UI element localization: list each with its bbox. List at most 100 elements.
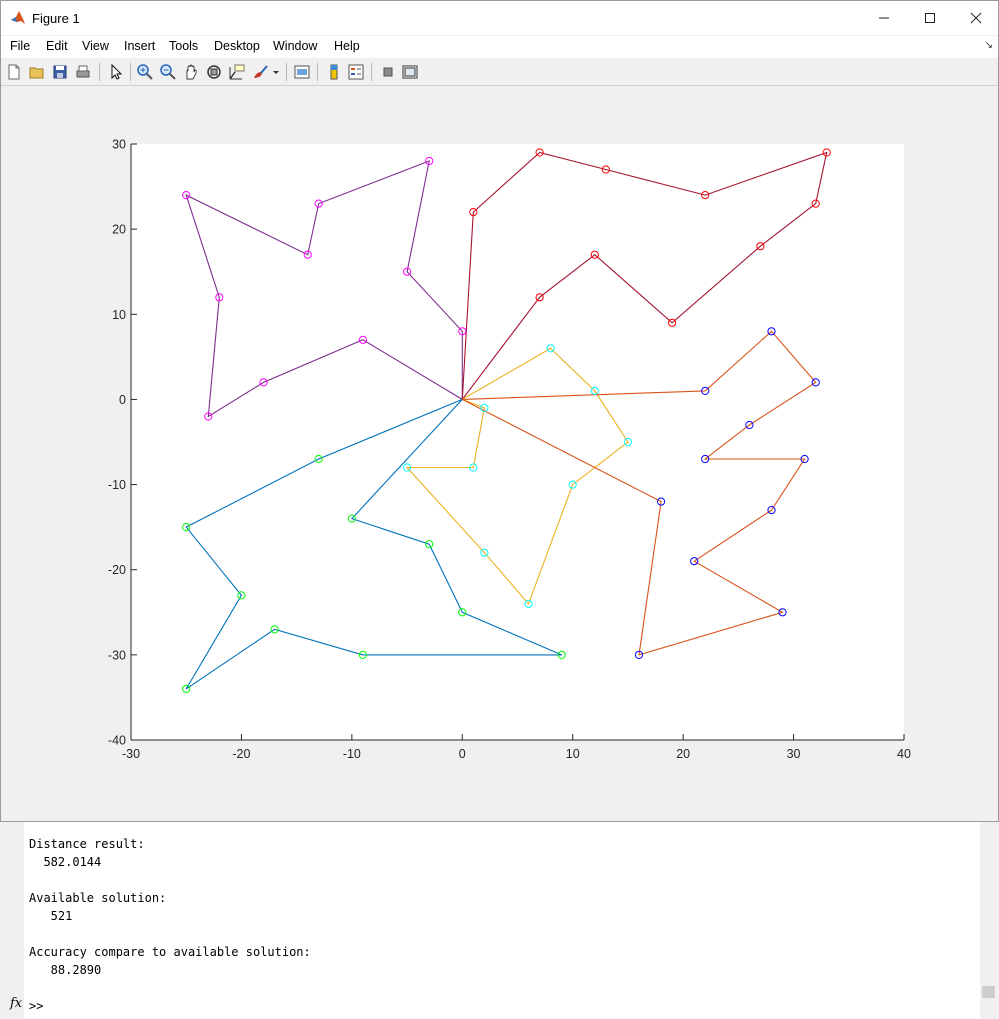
city-marker [358, 335, 367, 344]
city-marker [270, 625, 279, 634]
x-tick-label: 30 [787, 747, 801, 761]
command-window-output [24, 822, 980, 1019]
command-window-scrollbar[interactable] [980, 822, 997, 1019]
minimize-button[interactable] [861, 5, 907, 31]
zoom-out-icon[interactable] [159, 63, 177, 81]
city-marker [756, 242, 765, 251]
city-marker [657, 497, 666, 506]
city-marker [259, 378, 268, 387]
show-plot-tools-icon[interactable] [401, 63, 419, 81]
city-marker [778, 608, 787, 617]
y-tick-label: 10 [112, 308, 126, 322]
city-marker [701, 386, 710, 395]
city-marker [347, 514, 356, 523]
y-tick-label: -10 [108, 478, 126, 492]
x-tick-label: 0 [459, 747, 466, 761]
save-icon[interactable] [51, 63, 69, 81]
y-tick-label: 20 [112, 223, 126, 237]
menu-desktop[interactable]: Desktop [214, 39, 260, 53]
city-marker [358, 650, 367, 660]
title-bar: Figure 1 [1, 1, 998, 35]
y-tick-label: 0 [119, 393, 126, 407]
city-marker [701, 191, 710, 200]
city-marker [535, 293, 544, 302]
menu-help[interactable]: Help [334, 39, 360, 53]
figure-toolbar [1, 59, 998, 86]
city-marker [811, 199, 820, 208]
city-marker [811, 378, 820, 387]
city-marker [590, 250, 599, 259]
output-distance-label: Distance result: [29, 837, 145, 851]
toolbar-separator [130, 63, 131, 81]
figure-window: Figure 1 File Edit View Insert Tools Des… [0, 0, 999, 822]
maximize-icon [925, 13, 935, 23]
city-marker [546, 344, 555, 353]
matlab-logo-icon [11, 11, 25, 24]
output-distance-value: 582.0144 [29, 855, 102, 869]
rotate-3d-icon[interactable] [205, 63, 223, 81]
zoom-in-icon[interactable] [136, 63, 154, 81]
output-available-value: 521 [29, 909, 73, 923]
menu-tools[interactable]: Tools [169, 39, 199, 53]
close-button[interactable] [953, 5, 999, 31]
x-tick-label: -20 [232, 747, 250, 761]
new-figure-icon[interactable] [5, 63, 23, 81]
legend-icon[interactable] [347, 63, 365, 81]
route-line-3 [405, 347, 629, 605]
maximize-button[interactable] [907, 5, 953, 31]
city-marker [557, 650, 566, 660]
window-title: Figure 1 [32, 11, 80, 26]
dock-arrow-icon[interactable]: ↘ [984, 40, 993, 51]
city-marker [524, 599, 533, 608]
city-marker [590, 386, 599, 395]
pointer-icon[interactable] [107, 63, 125, 81]
y-tick-label: 30 [112, 138, 126, 152]
city-marker [822, 148, 831, 157]
data-cursor-icon[interactable] [228, 63, 246, 81]
city-marker [403, 267, 412, 276]
city-marker [403, 463, 412, 472]
menu-window[interactable]: Window [273, 39, 318, 53]
city-marker [469, 463, 478, 472]
link-plot-icon[interactable] [293, 63, 311, 81]
menu-bar: File Edit View Insert Tools Desktop Wind… [1, 36, 998, 58]
city-marker [458, 327, 467, 336]
menu-edit[interactable]: Edit [46, 39, 68, 53]
city-marker [601, 165, 610, 174]
function-browser-icon[interactable]: fx [10, 996, 23, 1011]
pan-icon[interactable] [182, 63, 200, 81]
city-marker [303, 250, 312, 259]
city-marker [690, 557, 699, 566]
chevron-down-icon[interactable] [271, 63, 281, 81]
city-marker [800, 454, 809, 464]
axes-background [131, 144, 904, 740]
output-available-label: Available solution: [29, 891, 167, 905]
scrollbar-thumb[interactable] [982, 986, 995, 998]
city-marker [425, 540, 434, 549]
y-tick-label: -40 [108, 734, 126, 748]
menu-view[interactable]: View [82, 39, 109, 53]
toolbar-separator [99, 63, 100, 81]
city-marker [535, 148, 544, 157]
colorbar-icon[interactable] [325, 63, 343, 81]
brush-icon[interactable] [251, 63, 269, 81]
close-icon [970, 12, 982, 24]
city-marker [215, 293, 224, 302]
city-marker [767, 327, 776, 336]
print-icon[interactable] [74, 63, 92, 81]
city-marker [314, 454, 323, 464]
output-accuracy-value: 88.2890 [29, 963, 102, 977]
city-marker [182, 523, 191, 532]
city-marker [668, 318, 677, 327]
menu-file[interactable]: File [10, 39, 31, 53]
toolbar-separator [371, 63, 372, 81]
menu-insert[interactable]: Insert [124, 39, 156, 53]
command-prompt-input[interactable]: >> [29, 999, 44, 1013]
city-marker [568, 480, 577, 489]
route-line-4 [462, 330, 817, 656]
city-marker [182, 684, 191, 694]
hide-plot-tools-icon[interactable] [379, 63, 397, 81]
open-file-icon[interactable] [28, 63, 46, 81]
toolbar-separator [317, 63, 318, 81]
y-tick-label: -20 [108, 563, 126, 577]
